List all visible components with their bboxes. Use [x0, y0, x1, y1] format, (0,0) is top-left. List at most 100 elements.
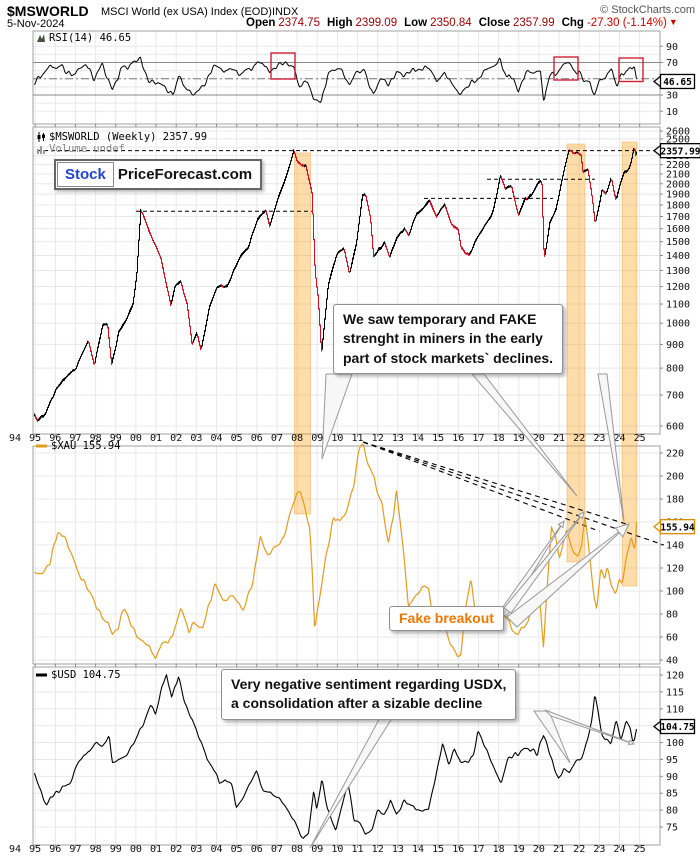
- main-legend: $MSWORLD (Weekly) 2357.99: [36, 131, 207, 143]
- fake-strength-note: We saw temporary and FAKE strenght in mi…: [333, 304, 564, 374]
- svg-text:99: 99: [110, 433, 122, 444]
- svg-text:04: 04: [210, 844, 222, 855]
- msworld-candles-up: [34, 148, 637, 421]
- ohlc-quote-row: Open 2374.75 High 2399.09 Low 2350.84 Close 235…: [246, 17, 678, 29]
- volume-legend: Volume undef: [36, 143, 125, 155]
- symbol-name: MSCI World (ex USA) Index (EOD): [101, 6, 272, 18]
- svg-text:2000: 2000: [666, 179, 690, 190]
- close-label: Close: [478, 17, 511, 29]
- svg-text:15: 15: [432, 433, 444, 444]
- svg-text:90: 90: [666, 772, 678, 783]
- quote-date: 5-Nov-2024: [7, 18, 65, 30]
- price-markers: 46.65 2357.99 155.94 104.75: [652, 73, 700, 735]
- svg-text:104.75: 104.75: [660, 722, 695, 733]
- usd-line-icon: [36, 673, 47, 677]
- annotation-shapes: [270, 52, 644, 849]
- svg-text:23: 23: [593, 844, 605, 855]
- callout-tail: [506, 523, 630, 628]
- svg-text:120: 120: [666, 564, 684, 575]
- candlestick-icon: [37, 132, 45, 142]
- svg-text:75: 75: [666, 823, 678, 834]
- svg-text:25: 25: [634, 433, 646, 444]
- svg-text:85: 85: [666, 789, 678, 800]
- xau-line-icon: [36, 444, 47, 448]
- rsi-highlight-box: [270, 52, 296, 80]
- svg-text:46.65: 46.65: [663, 77, 692, 88]
- svg-text:96: 96: [49, 433, 61, 444]
- svg-text:15: 15: [432, 844, 444, 855]
- grid-layer: [32, 30, 661, 848]
- callout-arrowhead: [557, 519, 565, 529]
- svg-text:97: 97: [69, 433, 81, 444]
- svg-text:03: 03: [190, 433, 202, 444]
- note-line: a consolidation after a sizable decline: [231, 695, 483, 712]
- svg-text:2100: 2100: [666, 169, 690, 180]
- svg-text:02: 02: [170, 433, 182, 444]
- svg-text:21: 21: [553, 844, 565, 855]
- svg-text:22: 22: [573, 433, 585, 444]
- svg-text:1000: 1000: [666, 319, 690, 330]
- chg-value: -27.30 (-1.14%): [586, 17, 667, 29]
- svg-text:30: 30: [666, 91, 678, 102]
- high-value: 2399.09: [355, 17, 398, 29]
- indicator-icon: [37, 34, 45, 42]
- stockcharts-copyright: © StockCharts.com: [600, 4, 695, 16]
- svg-text:60: 60: [666, 633, 678, 644]
- fake-breakout-text: Fake breakout: [399, 610, 494, 626]
- svg-text:00: 00: [130, 844, 142, 855]
- svg-text:08: 08: [291, 844, 303, 855]
- svg-text:2200: 2200: [666, 160, 690, 171]
- svg-text:16: 16: [452, 433, 464, 444]
- svg-text:900: 900: [666, 340, 684, 351]
- callout-tail: [503, 511, 585, 614]
- xau-legend-label: $XAU 155.94: [51, 440, 121, 452]
- svg-text:94: 94: [9, 433, 21, 444]
- callout-tail: [533, 710, 571, 764]
- svg-text:16: 16: [452, 844, 464, 855]
- svg-text:09: 09: [311, 433, 323, 444]
- svg-text:13: 13: [392, 433, 404, 444]
- svg-text:17: 17: [472, 433, 484, 444]
- rsi-line: [34, 56, 637, 103]
- svg-text:01: 01: [150, 433, 162, 444]
- svg-text:05: 05: [231, 433, 243, 444]
- svg-text:100: 100: [666, 738, 684, 749]
- svg-text:25: 25: [634, 844, 646, 855]
- svg-text:22: 22: [573, 844, 585, 855]
- svg-text:2357.99: 2357.99: [660, 146, 700, 157]
- svg-text:00: 00: [130, 433, 142, 444]
- svg-text:95: 95: [29, 844, 41, 855]
- svg-text:40: 40: [666, 656, 678, 667]
- main-legend-label: $MSWORLD (Weekly) 2357.99: [49, 131, 208, 143]
- svg-text:1100: 1100: [666, 300, 690, 311]
- svg-text:70: 70: [666, 58, 678, 69]
- svg-text:17: 17: [472, 844, 484, 855]
- highlight-bands: [294, 141, 638, 587]
- note-line: We saw temporary and FAKE: [343, 311, 537, 327]
- svg-text:1700: 1700: [666, 212, 690, 223]
- svg-text:800: 800: [666, 364, 684, 375]
- svg-text:98: 98: [90, 433, 102, 444]
- series-layer: [33, 56, 638, 839]
- svg-text:13: 13: [392, 844, 404, 855]
- svg-text:1800: 1800: [666, 200, 690, 211]
- svg-text:1200: 1200: [666, 282, 690, 293]
- svg-text:10: 10: [331, 844, 343, 855]
- callout-arrowhead: [577, 511, 585, 520]
- svg-text:1400: 1400: [666, 251, 690, 262]
- svg-text:97: 97: [69, 844, 81, 855]
- logo-stock: Stock: [57, 162, 114, 187]
- rsi-legend: RSI(14) 46.65: [36, 32, 131, 44]
- svg-text:05: 05: [231, 844, 243, 855]
- svg-text:700: 700: [666, 390, 684, 401]
- svg-text:20: 20: [533, 433, 545, 444]
- svg-text:14: 14: [412, 844, 424, 855]
- svg-text:94: 94: [9, 844, 21, 855]
- fake-breakout-label: Fake breakout: [389, 606, 504, 632]
- rsi-legend-label: RSI(14) 46.65: [49, 32, 132, 44]
- svg-text:07: 07: [271, 433, 283, 444]
- down-arrow-icon: ▼: [668, 17, 678, 27]
- svg-text:110: 110: [666, 704, 684, 715]
- svg-text:20: 20: [533, 844, 545, 855]
- callout-arrowhead: [627, 739, 636, 745]
